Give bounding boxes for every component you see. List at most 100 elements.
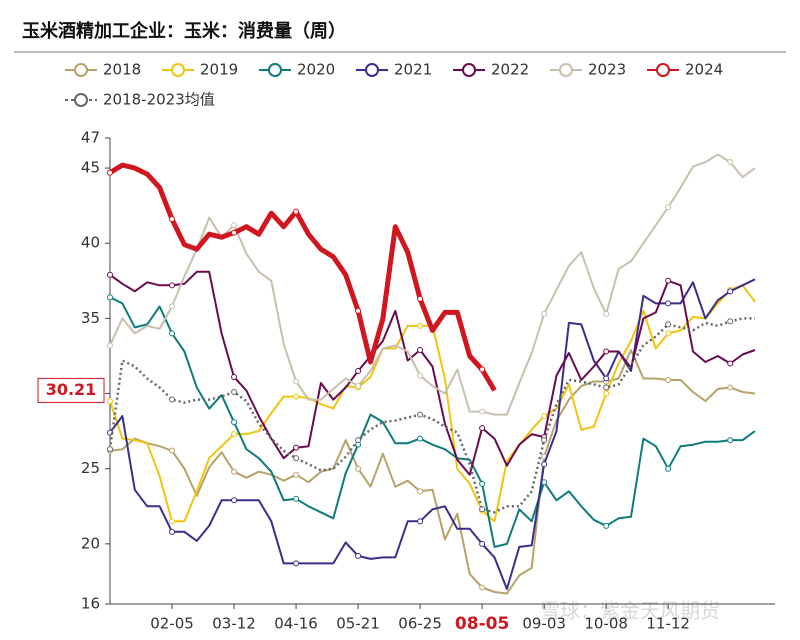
x-tick-label: 08-05 bbox=[455, 614, 509, 634]
legend-label: 2018-2023均值 bbox=[103, 91, 215, 109]
point-marker bbox=[541, 310, 548, 317]
legend-marker bbox=[656, 63, 670, 77]
y-tick-label: 45 bbox=[81, 159, 100, 177]
point-marker bbox=[355, 307, 362, 314]
legend-label: 2018 bbox=[103, 61, 141, 79]
watermark: 雪球：紫金天风期货 bbox=[540, 599, 720, 623]
point-marker bbox=[169, 303, 176, 310]
point-marker bbox=[665, 330, 672, 337]
legend-label: 2024 bbox=[685, 61, 723, 79]
point-marker bbox=[107, 294, 113, 301]
series-line bbox=[109, 296, 756, 548]
point-marker bbox=[727, 159, 734, 166]
point-marker bbox=[541, 461, 548, 468]
point-marker bbox=[231, 229, 238, 236]
point-marker bbox=[727, 288, 734, 295]
point-marker bbox=[293, 444, 300, 451]
point-marker bbox=[665, 300, 672, 307]
point-marker bbox=[107, 342, 113, 349]
point-marker bbox=[355, 368, 362, 374]
x-tick-label: 02-05 bbox=[150, 615, 194, 633]
legend-label: 2022 bbox=[491, 61, 529, 79]
point-marker bbox=[169, 518, 176, 525]
point-marker bbox=[231, 497, 238, 504]
series-line bbox=[108, 317, 755, 514]
legend-marker bbox=[268, 63, 282, 77]
point-marker bbox=[479, 506, 486, 513]
point-marker bbox=[479, 425, 486, 432]
legend-marker bbox=[74, 63, 88, 77]
x-tick-label: 03-12 bbox=[212, 615, 256, 633]
point-marker bbox=[293, 455, 300, 462]
point-marker bbox=[355, 383, 362, 390]
point-marker bbox=[169, 447, 176, 454]
point-marker bbox=[355, 437, 362, 444]
series-line bbox=[108, 162, 497, 392]
y-tick-label: 20 bbox=[81, 534, 100, 552]
legend-marker bbox=[462, 63, 476, 77]
legend-label: 2023 bbox=[588, 61, 626, 79]
point-marker bbox=[107, 446, 113, 453]
point-marker bbox=[665, 465, 672, 472]
point-marker bbox=[355, 552, 362, 559]
x-tick-label: 09-03 bbox=[522, 615, 566, 633]
point-marker bbox=[293, 471, 300, 478]
point-marker bbox=[169, 282, 176, 289]
point-marker bbox=[417, 435, 424, 442]
legend-marker bbox=[365, 63, 379, 77]
legend-label: 2020 bbox=[297, 61, 335, 79]
point-marker bbox=[169, 216, 176, 223]
point-marker bbox=[417, 372, 424, 379]
legend-label: 2021 bbox=[394, 61, 432, 79]
series-line bbox=[109, 270, 756, 476]
point-marker bbox=[231, 419, 238, 426]
series-line bbox=[109, 153, 756, 416]
point-marker bbox=[541, 413, 548, 420]
legend-label: 2019 bbox=[200, 61, 238, 79]
point-marker bbox=[231, 468, 238, 475]
point-marker bbox=[603, 384, 610, 391]
point-marker bbox=[665, 277, 672, 284]
x-tick-label: 05-21 bbox=[336, 615, 380, 633]
legend-marker bbox=[74, 93, 88, 107]
series-line bbox=[109, 278, 756, 590]
point-marker bbox=[603, 390, 610, 397]
point-marker bbox=[293, 393, 300, 400]
point-marker bbox=[479, 408, 486, 415]
x-tick-label: 11-12 bbox=[646, 615, 690, 633]
point-marker bbox=[479, 480, 486, 487]
point-marker bbox=[231, 389, 238, 396]
point-marker bbox=[107, 398, 113, 405]
point-marker bbox=[107, 271, 113, 278]
x-tick-label: 06-25 bbox=[398, 615, 442, 633]
point-marker bbox=[665, 321, 672, 328]
point-marker bbox=[231, 374, 238, 381]
series-line bbox=[109, 349, 756, 595]
point-marker bbox=[417, 518, 424, 525]
point-marker bbox=[603, 348, 610, 355]
point-marker bbox=[417, 295, 424, 302]
y-tick-label: 35 bbox=[81, 309, 100, 327]
legend-marker bbox=[171, 63, 185, 77]
point-marker bbox=[293, 378, 300, 385]
point-marker bbox=[665, 204, 672, 211]
legend-marker bbox=[559, 63, 573, 77]
x-tick-label: 04-16 bbox=[274, 615, 318, 633]
point-marker bbox=[479, 540, 486, 547]
y-tick-label: 47 bbox=[81, 129, 100, 147]
y-tick-label: 16 bbox=[81, 595, 100, 613]
point-marker bbox=[603, 375, 610, 382]
point-marker bbox=[355, 465, 362, 472]
current-value-box bbox=[37, 377, 105, 403]
point-marker bbox=[417, 346, 424, 353]
point-marker bbox=[417, 411, 424, 418]
point-marker bbox=[665, 377, 672, 384]
point-marker bbox=[479, 584, 486, 591]
point-marker bbox=[727, 318, 734, 325]
y-tick-label: 40 bbox=[81, 234, 100, 252]
point-marker bbox=[293, 495, 300, 502]
current-value-label: 30.21 bbox=[46, 380, 97, 399]
point-marker bbox=[727, 384, 734, 391]
point-marker bbox=[417, 488, 424, 495]
point-marker bbox=[417, 322, 424, 329]
